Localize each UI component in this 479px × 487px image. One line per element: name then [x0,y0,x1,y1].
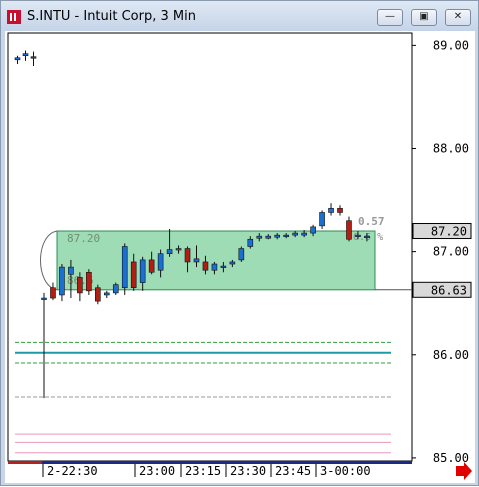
candle-body [220,265,227,268]
reference-lines [15,289,412,454]
x-axis-bar [8,461,412,464]
y-tick-label: 86.00 [433,348,469,362]
window-title: S.INTU - Intuit Corp, 3 Min [27,9,196,24]
candlestick-chart[interactable]: 87.20 86.6 0.57 0.6 % 89.00 88.00 87.00 86.… [5,31,475,483]
candle-body [283,234,289,237]
candle-body [22,53,29,56]
candle-body [59,266,65,296]
range-arc [40,230,58,291]
y-tick-label: 85.00 [433,451,469,465]
chart-app-icon [7,10,21,24]
candle-body [319,212,325,227]
candle-body [77,277,83,294]
range-extra-label: 0.57 [358,215,385,228]
close-button[interactable]: ✕ [445,9,471,26]
candle-body [229,261,236,265]
scroll-right-arrow-icon[interactable] [456,462,472,480]
x-axis-marker [8,461,42,464]
range-box-group: 87.20 86.6 0.57 0.6 % [40,215,385,291]
candle-body [112,284,119,294]
candle-body [157,253,164,271]
range-high-label: 87.20 [67,232,100,245]
current-price-label: 87.20 [431,225,467,239]
y-tick-label: 89.00 [433,38,469,52]
candle-body [355,234,361,237]
current-price-tag-group: 87.20 [412,223,472,240]
reference-price-tag [412,281,472,298]
candle-body [256,235,263,239]
minimize-button[interactable]: — [377,9,403,26]
x-tick-label: 3-00:00 [320,464,371,478]
restore-button[interactable]: ▣ [411,9,437,26]
candle-body [202,261,209,271]
candle-body [30,56,37,59]
candle-body [139,259,146,283]
candle-body [148,259,155,273]
candle-body [95,287,101,302]
candle-body [68,266,74,275]
candle-body [247,238,254,247]
candle-body [292,232,298,236]
candle-body [211,263,218,271]
candle-body [265,235,272,239]
candle-body [301,232,307,236]
candle-body [175,248,182,251]
candle-body [193,258,200,263]
candle-body [166,249,173,255]
candle-body [337,208,343,213]
candle-body [121,246,128,289]
y-axis-ticks: 89.00 88.00 87.00 86.00 85.00 [412,38,469,465]
current-price-tag [412,223,472,240]
candle-body [238,248,245,261]
candle-body [41,297,47,300]
candles [14,50,370,399]
chart-area[interactable]: 87.20 86.6 0.57 0.6 % 89.00 88.00 87.00 86.… [5,31,475,483]
x-tick-label: 23:15 [185,464,221,478]
x-tick-label: 23:45 [275,464,311,478]
title-bar[interactable]: S.INTU - Intuit Corp, 3 Min — ▣ ✕ [1,1,478,31]
y-tick-label: 88.00 [433,142,469,156]
candle-body [364,235,370,238]
y-tick-label: 87.00 [433,245,469,259]
candle-body [103,292,110,296]
reference-price-label: 86.63 [431,283,467,297]
x-tick-label: 23:30 [230,464,266,478]
candle-body [14,57,21,61]
candle-body [130,261,137,289]
candle-body [328,208,334,213]
candle-body [184,248,191,263]
x-tick-label: 2-22:30 [47,464,98,478]
candle-body [86,271,92,292]
x-tick-label: 23:00 [139,464,175,478]
candle-body [50,287,56,299]
candle-body [310,226,316,234]
candle-body [274,234,281,238]
candle-body [346,220,352,240]
x-axis-ticks: 2-22:30 23:00 23:15 23:30 23:45 3-00:00 [42,464,371,478]
reference-price-tag-group: 86.63 [412,281,472,298]
range-box [56,230,376,291]
